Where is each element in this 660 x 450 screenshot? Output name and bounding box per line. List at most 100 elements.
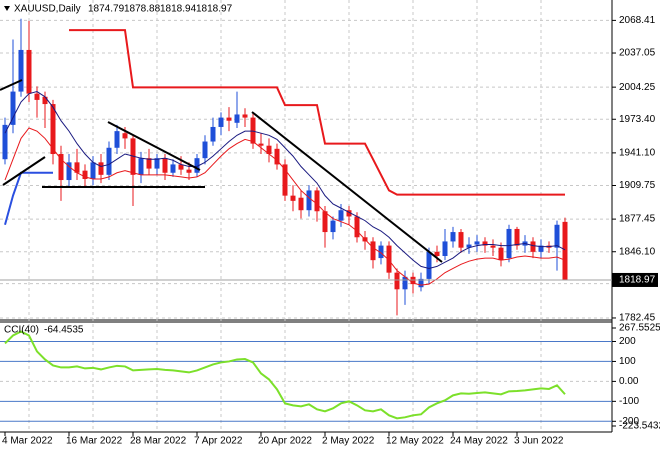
candle-body: [306, 190, 312, 211]
candle-body: [82, 170, 88, 179]
x-tick-label: 4 Mar 2022: [2, 436, 53, 447]
candle-body: [178, 164, 184, 170]
candle-body: [514, 228, 520, 246]
candle-body: [186, 169, 192, 173]
y-tick-label: -200: [619, 416, 639, 427]
candle-body: [274, 148, 280, 165]
y-tick-label: 1973.40: [619, 114, 656, 125]
candle-body: [562, 221, 568, 280]
candle-body: [210, 126, 216, 142]
candle-body: [58, 154, 64, 181]
candle-body: [98, 162, 104, 175]
candle-body: [378, 245, 384, 259]
candle-body: [266, 145, 272, 155]
ohlc-high: 1878.88: [124, 4, 161, 15]
x-tick-label: 24 May 2022: [450, 436, 508, 447]
x-tick-label: 20 Apr 2022: [258, 436, 312, 447]
y-tick-label: 2037.05: [619, 48, 656, 59]
candle-body: [298, 197, 304, 211]
x-tick-label: 7 Apr 2022: [194, 436, 243, 447]
x-tick-label: 12 May 2022: [386, 436, 444, 447]
y-tick-label: 1941.10: [619, 148, 656, 159]
collapse-icon: [4, 6, 10, 11]
candle-body: [10, 91, 16, 125]
y-tick-label: 200: [619, 336, 636, 347]
candle-body: [330, 220, 336, 233]
candle-body: [66, 162, 72, 181]
trend-line: [251, 111, 443, 263]
candle-body: [442, 241, 448, 256]
candle-body: [466, 244, 472, 248]
candle-body: [50, 104, 56, 155]
candle-body: [234, 114, 240, 123]
x-tick-label: 3 Jun 2022: [514, 436, 564, 447]
candle-body: [18, 49, 24, 92]
candle-body: [258, 143, 264, 146]
candle-body: [138, 158, 144, 175]
candle-body: [370, 241, 376, 261]
candle-body: [282, 164, 288, 196]
candle-body: [146, 158, 152, 169]
candle-body: [162, 158, 168, 173]
y-tick-label: 1877.45: [619, 214, 656, 225]
candle-body: [114, 131, 120, 148]
candle-body: [202, 141, 208, 159]
candle-body: [474, 241, 480, 245]
candle-body: [250, 117, 256, 144]
candle-body: [346, 210, 352, 217]
x-tick-label: 16 Mar 2022: [66, 436, 123, 447]
x-tick-label: 28 Mar 2022: [130, 436, 187, 447]
ohlc-open: 1874.79: [88, 4, 125, 15]
y-tick-label: -100: [619, 396, 639, 407]
indicator-line: [4, 171, 53, 226]
candle-body: [122, 133, 128, 139]
trend-line: [107, 121, 201, 171]
price-tag-label: 1818.97: [619, 275, 656, 286]
y-tick-label: 1846.10: [619, 246, 656, 257]
candle-body: [154, 158, 160, 169]
candle-body: [26, 49, 32, 94]
x-tick-label: 2 May 2022: [322, 436, 375, 447]
candle-body: [322, 211, 328, 233]
marks-layer: [0, 18, 612, 420]
candle-body: [314, 190, 320, 212]
y-tick-label: 1909.75: [619, 180, 656, 191]
candle-body: [490, 245, 496, 248]
grid-layer: [0, 0, 616, 436]
candle-body: [386, 245, 392, 273]
candle-body: [354, 216, 360, 238]
candle-body: [242, 114, 248, 118]
cci-title: CCI(40): [4, 325, 39, 336]
candle-body: [498, 247, 504, 261]
y-tick-label: 1782.45: [619, 313, 656, 324]
y-tick-label: 0.00: [619, 376, 639, 387]
candle-body: [450, 232, 456, 242]
candle-body: [434, 251, 440, 256]
y-tick-label: 2004.25: [619, 82, 656, 93]
cci-value: -64.4535: [44, 325, 84, 336]
indicator-line: [4, 91, 566, 270]
ohlc-close: 1818.97: [196, 4, 233, 15]
candle-body: [458, 232, 464, 248]
candle-body: [538, 245, 544, 252]
candle-body: [482, 241, 488, 246]
candle-body: [218, 117, 224, 127]
y-tick-label: 267.5525: [619, 323, 660, 334]
candle-body: [106, 147, 112, 175]
ohlc-low: 1818.94: [160, 4, 197, 15]
candle-body: [426, 251, 432, 279]
labels-layer: XAUUSD,Daily 1874.79 1878.88 1818.94 181…: [2, 4, 660, 447]
symbol-title: XAUUSD,Daily: [14, 4, 81, 15]
trend-line: [2, 156, 46, 186]
candle-body: [74, 162, 80, 173]
candle-body: [226, 117, 232, 121]
candle-body: [394, 272, 400, 290]
candle-body: [194, 158, 200, 173]
candle-body: [290, 195, 296, 201]
y-tick-label: -223.5432: [619, 421, 660, 432]
candle-body: [2, 124, 8, 160]
trend-line: [0, 79, 23, 91]
indicator-line: [69, 29, 565, 196]
